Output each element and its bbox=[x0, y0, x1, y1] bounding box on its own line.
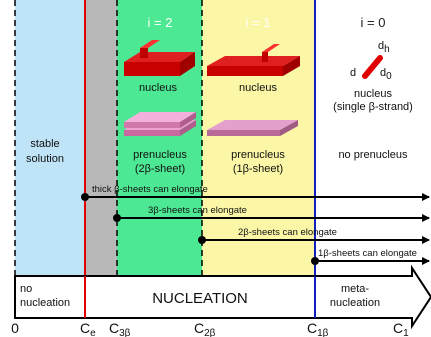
axis-label: 3β bbox=[119, 328, 131, 337]
diagram: i = 2 i = 1 i = 0 stable solution nucleu… bbox=[0, 0, 431, 337]
region-i2 bbox=[117, 0, 202, 276]
label: solution bbox=[26, 153, 64, 165]
arrow-start bbox=[81, 193, 89, 201]
band-label: nucleation bbox=[20, 297, 70, 309]
arrow-label: thick β-sheets can elongate bbox=[92, 184, 208, 195]
label: prenucleus bbox=[133, 149, 187, 161]
header: i = 2 bbox=[148, 15, 173, 30]
label: dh bbox=[378, 40, 390, 55]
band-label: meta- bbox=[341, 283, 369, 295]
header: i = 0 bbox=[361, 15, 386, 30]
arrow-start bbox=[198, 236, 206, 244]
axis-label: 0 bbox=[11, 320, 19, 336]
strand-icon bbox=[365, 58, 380, 76]
axis-label: C3β bbox=[109, 320, 131, 337]
label: h bbox=[384, 44, 390, 55]
label: nucleus bbox=[139, 82, 177, 94]
label: (2β-sheet) bbox=[135, 163, 185, 175]
axis-label: Ce bbox=[80, 320, 96, 337]
axis-label: C bbox=[80, 320, 90, 336]
label: d0 bbox=[380, 67, 392, 82]
axis-label: C bbox=[194, 320, 204, 336]
label: no prenucleus bbox=[338, 149, 408, 161]
axis-label: C bbox=[307, 320, 317, 336]
arrow-label: 2β-sheets can elongate bbox=[238, 227, 337, 238]
axis-label: C bbox=[393, 320, 403, 336]
band-label: nucleation bbox=[330, 297, 380, 309]
label: prenucleus bbox=[231, 149, 285, 161]
header: i = 1 bbox=[246, 15, 271, 30]
label: (1β-sheet) bbox=[233, 163, 283, 175]
label: nucleus bbox=[239, 82, 277, 94]
label: 0 bbox=[386, 71, 392, 82]
prenucleus-icon bbox=[124, 112, 196, 136]
arrow-start bbox=[113, 214, 121, 222]
axis-label: C1β bbox=[307, 320, 329, 337]
axis-label: 1 bbox=[403, 328, 409, 337]
band-label: no bbox=[20, 283, 32, 295]
axis-label: 2β bbox=[204, 328, 216, 337]
region-gray bbox=[85, 0, 117, 276]
label: stable bbox=[30, 138, 59, 150]
axis-label: C2β bbox=[194, 320, 216, 337]
axis-label: 1β bbox=[317, 328, 329, 337]
axis-label: C1 bbox=[393, 320, 409, 337]
axis-label: C bbox=[109, 320, 119, 336]
arrow-label: 1β-sheets can elongate bbox=[318, 248, 417, 259]
label: d bbox=[350, 67, 356, 79]
arrow-label: 3β-sheets can elongate bbox=[148, 205, 247, 216]
label: nucleus bbox=[354, 88, 392, 100]
band-label: NUCLEATION bbox=[152, 290, 248, 307]
axis-label: e bbox=[90, 328, 96, 337]
label: (single β-strand) bbox=[333, 101, 413, 113]
